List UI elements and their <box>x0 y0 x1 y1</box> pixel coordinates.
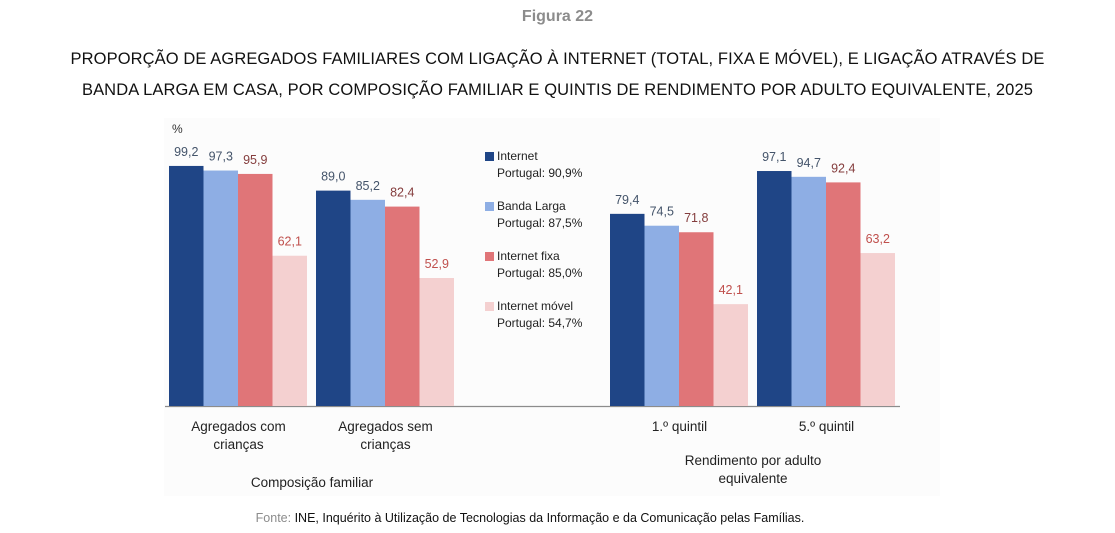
bar-internet-fixa-3 <box>826 182 861 406</box>
x-tick-line-1: Agregados com <box>191 419 286 434</box>
bar-banda-larga-3 <box>791 176 826 406</box>
legend-sublabel: Portugal: 85,0% <box>497 266 583 280</box>
bar-internet-fixa-2 <box>679 232 714 406</box>
data-label: 85,2 <box>356 179 380 193</box>
group-label-line-1: Rendimento por adulto <box>684 453 822 468</box>
legend-swatch-banda-larga <box>485 202 494 211</box>
legend-swatch-internet-movel <box>485 302 494 311</box>
legend-swatch-internet <box>485 152 494 161</box>
x-tick-line-1: 5.º quintil <box>798 419 855 434</box>
group-label-rendimento: Rendimento por adulto equivalente <box>606 452 900 488</box>
data-label: 63,2 <box>866 232 890 246</box>
legend-item-internet-movel: Internet móvel Portugal: 54,7% <box>485 298 605 332</box>
bar-internet-1 <box>316 190 351 406</box>
legend-swatch-internet-fixa <box>485 252 494 261</box>
legend-label: Internet fixa <box>497 249 560 263</box>
bar-internet-fixa-1 <box>385 206 420 406</box>
bar-internet-móvel-3 <box>860 253 895 406</box>
data-label: 42,1 <box>719 283 743 297</box>
source-label: Fonte: <box>255 511 292 525</box>
data-label: 79,4 <box>615 193 639 207</box>
bar-banda-larga-0 <box>203 170 238 406</box>
bar-internet-fixa-0 <box>238 173 273 406</box>
bar-banda-larga-1 <box>350 199 385 406</box>
data-label: 71,8 <box>684 211 708 225</box>
data-label: 62,1 <box>278 235 302 249</box>
bar-banda-larga-2 <box>644 225 679 406</box>
legend-item-internet-fixa: Internet fixa Portugal: 85,0% <box>485 248 605 282</box>
x-tick-line-1: 1.º quintil <box>651 419 708 434</box>
data-label: 94,7 <box>797 156 821 170</box>
group-label-composicao-familiar: Composição familiar <box>165 474 459 492</box>
bar-internet-3 <box>757 171 792 406</box>
data-label: 97,1 <box>762 150 786 164</box>
chart-title-line-2: BANDA LARGA EM CASA, POR COMPOSIÇÃO FAMI… <box>81 81 1034 99</box>
data-label: 74,5 <box>650 205 674 219</box>
x-tick-line-2: crianças <box>360 437 411 452</box>
legend-sublabel: Portugal: 54,7% <box>497 316 583 330</box>
chart-legend: Internet Portugal: 90,9% Banda Larga Por… <box>485 148 605 348</box>
source-text: INE, Inquérito à Utilização de Tecnologi… <box>291 511 805 525</box>
x-tick-line-1: Agregados sem <box>338 419 433 434</box>
legend-sublabel: Portugal: 87,5% <box>497 216 583 230</box>
data-label: 95,9 <box>243 153 267 167</box>
group-label-line-2: equivalente <box>718 471 788 486</box>
legend-sublabel: Portugal: 90,9% <box>497 166 583 180</box>
bar-internet-0 <box>169 165 204 406</box>
legend-label: Banda Larga <box>497 199 566 213</box>
bar-internet-móvel-1 <box>419 277 454 406</box>
x-tick-label-1-quintil: 1.º quintil <box>606 418 753 436</box>
data-label: 97,3 <box>209 150 233 164</box>
x-tick-line-2: crianças <box>213 437 264 452</box>
data-label: 99,2 <box>174 145 198 159</box>
legend-label: Internet <box>497 149 538 163</box>
data-label: 89,0 <box>321 170 345 184</box>
x-tick-label-agregados-sem-criancas: Agregados sem crianças <box>312 418 459 454</box>
bar-internet-móvel-0 <box>272 255 307 406</box>
y-axis-unit-label: % <box>172 122 183 136</box>
legend-item-internet: Internet Portugal: 90,9% <box>485 148 605 182</box>
figure-number: Figura 22 <box>521 8 594 25</box>
data-label: 92,4 <box>831 161 855 175</box>
group-label-line-1: Composição familiar <box>250 475 374 490</box>
legend-label: Internet móvel <box>497 299 574 313</box>
legend-item-banda-larga: Banda Larga Portugal: 87,5% <box>485 198 605 232</box>
bar-internet-móvel-2 <box>713 304 748 406</box>
x-tick-label-5-quintil: 5.º quintil <box>753 418 900 436</box>
data-label: 82,4 <box>390 186 414 200</box>
x-tick-label-agregados-com-criancas: Agregados com crianças <box>165 418 312 454</box>
source-note: Fonte: INE, Inquérito à Utilização de Te… <box>0 511 1060 525</box>
bar-internet-2 <box>610 213 645 406</box>
chart-title-line-1: PROPORÇÃO DE AGREGADOS FAMILIARES COM LI… <box>70 50 1045 68</box>
data-label: 52,9 <box>425 257 449 271</box>
